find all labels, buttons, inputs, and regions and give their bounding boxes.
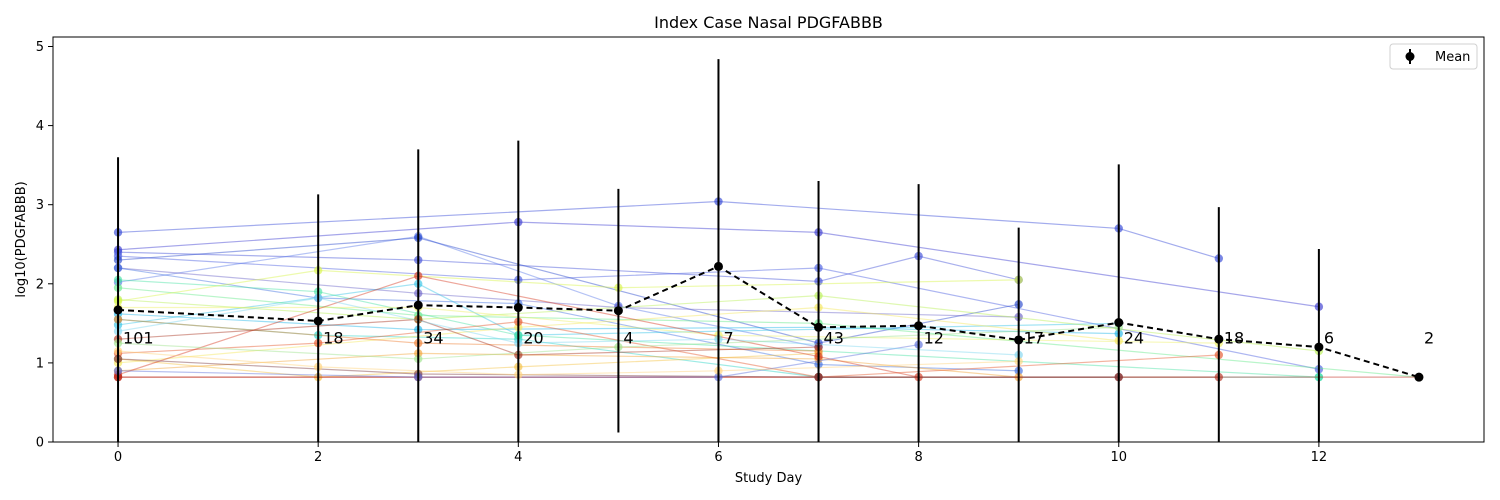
chart-title: Index Case Nasal PDGFABBB xyxy=(654,13,883,32)
x-tick-label: 4 xyxy=(514,450,522,465)
x-tick-label: 8 xyxy=(914,450,922,465)
x-axis-ticks: 0 2 4 6 8 10 12 xyxy=(114,442,1327,465)
series-5-line xyxy=(118,237,1019,344)
legend-mean-label: Mean xyxy=(1435,50,1470,65)
count-label: 2 xyxy=(1424,329,1434,348)
count-label: 6 xyxy=(1324,329,1334,348)
series-4-line xyxy=(117,235,819,348)
y-tick-label: 4 xyxy=(36,119,44,134)
count-label: 20 xyxy=(523,329,543,348)
x-tick-label: 10 xyxy=(1110,450,1127,465)
legend: Mean xyxy=(1389,43,1478,70)
count-label: 7 xyxy=(723,329,733,348)
mean-point xyxy=(914,321,924,331)
count-label: 17 xyxy=(1024,329,1044,348)
count-label: 43 xyxy=(824,329,844,348)
mean-point xyxy=(513,303,523,313)
mean-layer xyxy=(113,261,1424,382)
count-label: 18 xyxy=(323,329,343,348)
mean-point xyxy=(613,306,623,316)
mean-point xyxy=(1414,372,1424,382)
y-tick-label: 3 xyxy=(36,198,44,213)
count-label: 18 xyxy=(1224,329,1244,348)
errorbar-layer xyxy=(117,59,1320,442)
mean-point xyxy=(413,300,423,310)
mean-point xyxy=(1114,318,1124,328)
x-tick-label: 12 xyxy=(1311,450,1328,465)
mean-point xyxy=(814,322,824,332)
mean-point xyxy=(1314,342,1324,352)
mean-point xyxy=(1014,335,1024,345)
y-tick-label: 0 xyxy=(36,436,44,451)
y-axis-title: log10(PDGFABBB) xyxy=(14,181,29,297)
x-tick-label: 0 xyxy=(114,450,122,465)
legend-box xyxy=(1389,43,1478,70)
count-label: 101 xyxy=(123,329,154,348)
count-label: 24 xyxy=(1124,329,1144,348)
x-axis-title: Study Day xyxy=(735,471,803,486)
mean-point xyxy=(713,261,723,271)
x-tick-label: 6 xyxy=(714,450,722,465)
x-tick-label: 2 xyxy=(314,450,322,465)
mean-point xyxy=(1214,334,1224,344)
mean-point xyxy=(113,305,123,315)
count-layer: 101 18 34 20 4 7 43 12 17 24 18 6 2 xyxy=(123,329,1434,348)
series-6 xyxy=(113,263,1023,322)
count-label: 12 xyxy=(924,329,944,348)
series-layer xyxy=(113,197,1424,382)
series-0-line xyxy=(118,200,1219,260)
series-14-line xyxy=(117,269,1019,302)
series-2 xyxy=(113,247,1023,286)
mean-point xyxy=(313,316,323,326)
series-0 xyxy=(113,197,1224,263)
y-tick-label: 1 xyxy=(36,356,44,371)
y-tick-label: 5 xyxy=(36,40,44,55)
y-axis-ticks: 0 1 2 3 4 5 xyxy=(36,40,53,451)
y-tick-label: 2 xyxy=(36,277,44,292)
legend-mean-marker xyxy=(1405,52,1415,61)
count-label: 4 xyxy=(623,329,633,348)
series-15-line xyxy=(118,306,1219,344)
count-label: 34 xyxy=(423,329,443,348)
plot-frame xyxy=(52,36,1485,443)
series-22-line xyxy=(118,318,819,356)
